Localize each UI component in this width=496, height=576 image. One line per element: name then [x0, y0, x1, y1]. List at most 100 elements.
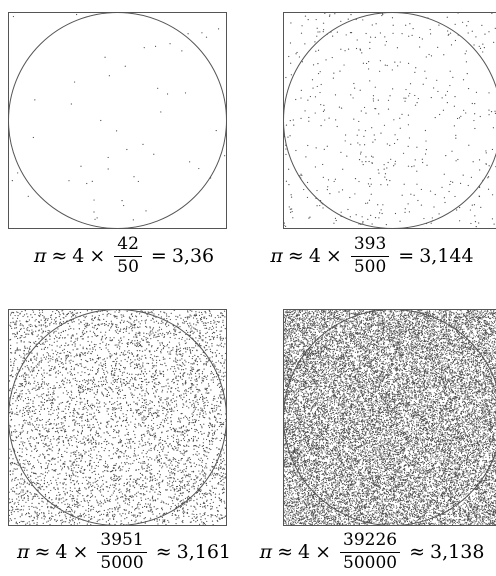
- sample-point: [181, 412, 183, 415]
- sample-point: [130, 519, 133, 521]
- sample-point: [193, 402, 195, 404]
- sample-point: [76, 445, 78, 447]
- sample-point: [206, 331, 208, 333]
- sample-point: [53, 398, 55, 400]
- sample-point: [17, 349, 19, 351]
- sample-point: [411, 166, 413, 168]
- sample-point: [221, 313, 223, 315]
- sample-point: [129, 409, 132, 411]
- sample-point: [183, 454, 185, 456]
- sample-point: [24, 397, 27, 400]
- sample-point: [224, 155, 226, 157]
- sample-point: [136, 387, 138, 390]
- sample-point: [14, 502, 16, 504]
- sample-point: [333, 222, 335, 224]
- sample-point: [191, 326, 193, 328]
- sample-point: [50, 479, 52, 482]
- sample-point: [16, 332, 19, 334]
- sample-point: [192, 454, 194, 456]
- sample-point: [74, 345, 76, 347]
- sample-point: [21, 310, 23, 313]
- sample-point: [189, 314, 191, 316]
- sample-point: [25, 406, 27, 408]
- sample-point: [98, 427, 100, 429]
- sample-point: [79, 493, 81, 495]
- sample-point: [107, 515, 109, 517]
- sample-point: [145, 486, 147, 488]
- sample-point: [110, 458, 112, 460]
- sample-point: [164, 399, 166, 401]
- sample-point: [112, 380, 114, 382]
- sample-point: [11, 432, 13, 434]
- sample-point: [165, 475, 167, 478]
- sample-point: [322, 31, 324, 33]
- sample-point: [179, 469, 181, 471]
- sample-point: [82, 330, 84, 332]
- sample-point: [193, 488, 195, 490]
- sample-point: [384, 176, 386, 178]
- sample-point: [116, 408, 118, 410]
- sample-point: [29, 445, 32, 447]
- sample-point: [179, 377, 182, 379]
- sample-point: [131, 376, 133, 379]
- sample-point: [212, 426, 214, 428]
- sample-point: [144, 349, 146, 351]
- sample-point: [131, 325, 133, 327]
- sample-point: [187, 331, 189, 333]
- sample-point: [134, 423, 136, 425]
- sample-point: [16, 398, 18, 400]
- sample-point: [88, 438, 90, 440]
- sample-point: [63, 465, 66, 468]
- sample-point: [182, 513, 185, 515]
- sample-point: [56, 414, 58, 416]
- sample-point: [188, 439, 190, 441]
- sample-point: [189, 349, 191, 351]
- sample-point: [450, 180, 452, 183]
- sample-point: [210, 448, 212, 451]
- sample-point: [111, 508, 113, 510]
- sample-point: [103, 509, 105, 512]
- sample-point: [72, 497, 74, 500]
- sample-point: [179, 487, 181, 489]
- sample-point: [65, 368, 67, 370]
- sample-point: [57, 473, 59, 475]
- sample-point: [43, 393, 45, 395]
- sample-point: [25, 382, 27, 384]
- sample-point: [19, 320, 21, 322]
- sample-point: [193, 486, 195, 488]
- sample-point: [144, 368, 146, 370]
- sample-point: [394, 134, 396, 136]
- sample-point: [119, 390, 121, 393]
- sample-point: [167, 403, 170, 405]
- sample-point: [301, 61, 303, 63]
- sample-point: [129, 491, 131, 493]
- sample-point: [30, 515, 33, 517]
- sample-point: [64, 463, 66, 465]
- sample-point: [221, 375, 223, 377]
- sample-point: [373, 134, 375, 136]
- sample-point: [101, 391, 103, 393]
- sample-point: [116, 379, 119, 381]
- sample-point: [133, 321, 135, 323]
- sample-point: [144, 442, 146, 444]
- sample-point: [71, 321, 73, 323]
- sample-point: [90, 359, 92, 361]
- sample-point: [11, 500, 14, 502]
- sample-point: [215, 355, 217, 358]
- sample-point: [205, 337, 207, 339]
- sample-point: [223, 477, 225, 479]
- sample-point: [112, 484, 114, 486]
- sample-point: [81, 386, 84, 389]
- sample-point: [38, 497, 40, 499]
- sample-point: [92, 508, 94, 510]
- sample-point: [30, 314, 32, 316]
- sample-point: [182, 363, 184, 365]
- sample-point: [173, 382, 175, 384]
- sample-point: [473, 44, 475, 46]
- sample-point: [22, 521, 24, 523]
- sample-point: [85, 437, 87, 439]
- sample-point: [166, 379, 168, 381]
- sample-point: [209, 339, 211, 341]
- sample-point: [145, 506, 148, 509]
- sample-point: [206, 387, 208, 390]
